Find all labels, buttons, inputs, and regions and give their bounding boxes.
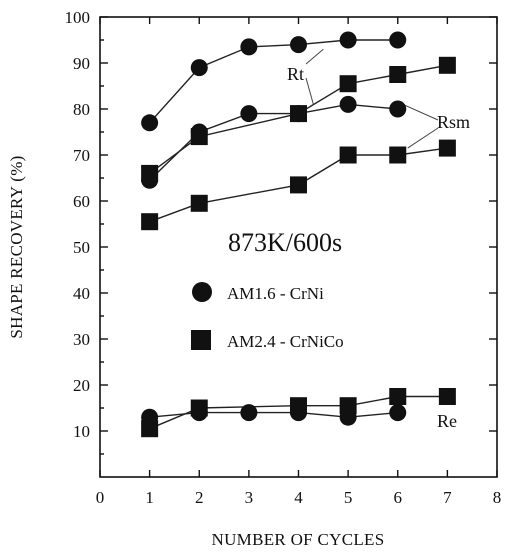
point-circle-rsm	[240, 105, 258, 123]
annotation-rsm: Rsm	[437, 112, 470, 132]
point-square-rt	[141, 164, 159, 182]
y-tick-label: 40	[73, 284, 90, 303]
y-tick-label: 90	[73, 54, 90, 73]
point-square-rt	[438, 56, 456, 74]
point-square-re	[290, 397, 307, 415]
point-square-re	[389, 388, 407, 405]
point-circle-rt	[240, 38, 258, 56]
y-tick-label: 20	[73, 376, 90, 395]
y-axis-label: SHAPE RECOVERY (%)	[7, 155, 26, 338]
legend-square-marker	[191, 330, 211, 350]
x-tick-label: 8	[493, 488, 502, 507]
data-markers	[141, 31, 456, 438]
point-square-rt	[190, 128, 208, 146]
y-tick-label: 30	[73, 330, 90, 349]
x-tick-label: 7	[443, 488, 452, 507]
y-tick-label: 60	[73, 192, 90, 211]
point-circle-rt	[290, 36, 307, 54]
annotation-leader-line	[305, 48, 324, 65]
point-circle-re	[240, 404, 258, 422]
x-tick-label: 0	[96, 488, 105, 507]
point-circle-rt	[339, 31, 357, 49]
point-square-rsm	[141, 213, 159, 231]
point-circle-rt	[190, 59, 208, 77]
axis-ticks: 0 1 2 3 4 5 6 7 8 10 20 30 40 50 60 70 80 90 100	[65, 8, 502, 507]
annotation-rt: Rt	[287, 64, 304, 84]
y-tick-label: 70	[73, 146, 90, 165]
point-square-re	[339, 397, 357, 415]
point-square-re	[190, 399, 208, 417]
point-square-rsm	[290, 176, 307, 194]
x-tick-label: 4	[294, 488, 303, 507]
point-square-re	[141, 420, 159, 438]
point-square-rt	[290, 105, 307, 123]
legend-label-am24: AM2.4 - CrNiCo	[227, 332, 344, 351]
y-tick-label: 80	[73, 100, 90, 119]
point-square-rsm	[190, 194, 208, 212]
point-circle-rsm	[339, 95, 357, 113]
point-circle-rt	[389, 31, 407, 49]
condition-label: 873K/600s	[228, 228, 342, 257]
point-circle-re	[389, 404, 407, 422]
legend-circle-marker	[192, 282, 212, 302]
x-tick-label: 3	[245, 488, 254, 507]
point-circle-rt	[141, 114, 159, 132]
annotation-leader-line	[305, 77, 314, 105]
y-tick-label: 50	[73, 238, 90, 257]
point-square-rt	[339, 75, 357, 93]
point-square-rsm	[339, 146, 357, 164]
annotation-leaders	[305, 48, 439, 149]
annotation-leader-line	[407, 127, 439, 149]
x-axis-label: NUMBER OF CYCLES	[212, 530, 385, 549]
point-square-re	[438, 388, 456, 405]
legend-label-am16: AM1.6 - CrNi	[227, 284, 324, 303]
series-line-rsm-circle	[149, 103, 398, 181]
x-tick-label: 5	[344, 488, 353, 507]
x-tick-label: 1	[145, 488, 154, 507]
point-square-rsm	[438, 139, 456, 157]
point-square-rsm	[389, 146, 407, 164]
y-tick-label: 100	[65, 8, 91, 27]
x-tick-label: 2	[195, 488, 204, 507]
point-square-rt	[389, 66, 407, 83]
annotation-re: Re	[437, 411, 457, 431]
y-tick-label: 10	[73, 422, 90, 441]
point-circle-rsm	[389, 100, 407, 118]
x-tick-label: 6	[394, 488, 403, 507]
